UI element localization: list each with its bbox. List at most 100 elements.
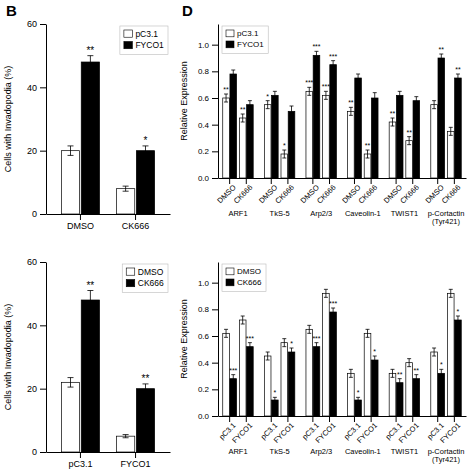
tick-label: CK666: [357, 183, 380, 206]
error-bar: [349, 369, 353, 377]
bar: [61, 151, 79, 214]
tick-label: 20: [27, 384, 37, 394]
legend: DMSOCK666: [122, 264, 168, 292]
bar: [264, 105, 271, 178]
group-label-line: Caveolin-1: [345, 209, 381, 218]
error-bar: [314, 51, 318, 59]
group-label: ARF1: [228, 447, 247, 456]
significance: ***: [312, 43, 320, 50]
x-axis-group: DMSOCK666: [215, 178, 254, 205]
error-bar: [414, 97, 418, 105]
bar: [81, 300, 99, 452]
y-axis: 0.00.20.40.60.81.0: [198, 263, 219, 422]
tick-label: 0.4: [198, 359, 210, 368]
bar: [348, 373, 355, 416]
bar: [330, 65, 337, 178]
annotations: **********************: [229, 300, 459, 396]
tick-mark: [212, 389, 218, 390]
significance: ***: [246, 335, 254, 342]
significance: ***: [329, 53, 337, 60]
significance: *: [457, 308, 460, 315]
error-bar: [407, 137, 411, 145]
legend-frame: [222, 26, 268, 53]
significance: **: [365, 142, 371, 149]
error-bar: [282, 339, 286, 347]
annotations: ******************************: [223, 43, 461, 149]
tick-mark: [135, 214, 136, 220]
bar: [396, 383, 403, 416]
tick: 0.0: [198, 412, 218, 421]
tick: CK666: [398, 178, 421, 205]
x-axis-group: DMSOCK666: [423, 178, 462, 205]
bar: [348, 111, 355, 178]
significance: *: [357, 389, 360, 396]
tick: FYCO1: [438, 416, 462, 445]
bar: [230, 74, 237, 178]
tick-label: 0.4: [198, 121, 210, 130]
bar: [230, 379, 237, 416]
bar: [313, 347, 320, 416]
group-label-line: Caveolin-1: [345, 447, 381, 456]
error-bar: [331, 61, 335, 69]
tick-mark: [40, 24, 46, 25]
significance: **: [455, 66, 461, 73]
tick-label: 1.0: [198, 279, 210, 288]
tick-label: FYCO1: [121, 459, 151, 469]
group-label-line: Arp2/3: [310, 209, 332, 218]
error-bar: [231, 375, 235, 383]
bar: [281, 343, 288, 416]
legend-swatch: [226, 41, 234, 48]
tick-label: 0.8: [198, 67, 210, 76]
axis-line: [47, 214, 171, 215]
error-bar: [248, 343, 252, 351]
bar: [389, 122, 396, 178]
tick-label: FYCO1: [230, 421, 254, 445]
error-bar: [373, 93, 377, 104]
error-bar: [456, 74, 460, 82]
y-axis-title: Cells with Invadopodia (%): [3, 304, 13, 411]
tick-mark: [40, 151, 46, 152]
tick-label: 0.6: [198, 94, 210, 103]
error-bar: [273, 91, 277, 99]
error-bar: [439, 54, 443, 62]
plot: ****0204060Cells with Invadopodia (%)pC3…: [3, 257, 171, 469]
bar: [389, 373, 396, 416]
error-bar: [432, 101, 436, 109]
axis-line: [218, 25, 219, 179]
error-bar: [224, 329, 228, 337]
tick-mark: [212, 71, 218, 72]
bar: [306, 91, 313, 178]
bar: [406, 141, 413, 178]
x-axis: [219, 178, 467, 179]
legend-swatch: [124, 42, 133, 49]
tick: CK666: [440, 178, 463, 205]
error-bar: [231, 70, 235, 78]
error-bar: [449, 289, 453, 297]
significance: **: [86, 280, 94, 291]
legend-swatch: [124, 30, 133, 37]
tick: 0.0: [198, 174, 218, 183]
bar: [223, 98, 230, 178]
tick: pC3.1: [68, 452, 92, 469]
panel: D******************************0.00.20.4…: [179, 2, 467, 226]
tick: 40: [27, 321, 46, 331]
error-bar: [324, 289, 328, 297]
bar: [323, 293, 330, 416]
tick-label: DMSO: [67, 221, 94, 231]
tick-label: 40: [27, 321, 37, 331]
plot: ******************************0.00.20.40…: [179, 25, 467, 227]
tick: 0.6: [198, 332, 218, 341]
error-bar: [398, 91, 402, 99]
error-bar: [290, 106, 294, 117]
legend-item: CK666: [226, 278, 262, 287]
bar: [288, 352, 295, 416]
tick-label: CK666: [232, 183, 255, 206]
legend-label: DMSO: [237, 267, 261, 276]
plot: ***0204060Cells with Invadopodia (%)DMSO…: [3, 19, 171, 231]
group-label-line: ARF1: [228, 447, 247, 456]
error-bar: [324, 91, 328, 99]
error-bar: [307, 87, 311, 95]
legend-item: FYCO1: [124, 40, 164, 50]
figure: B***0204060Cells with Invadopodia (%)DMS…: [0, 0, 474, 476]
legend: pC3.1FYCO1: [120, 26, 168, 54]
